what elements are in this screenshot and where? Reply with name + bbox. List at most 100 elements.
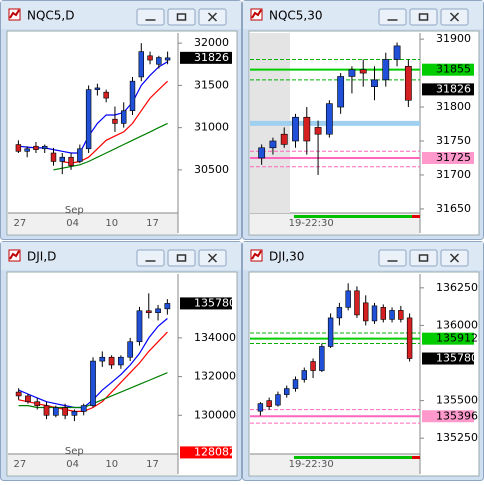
- x-axis-area: [250, 454, 420, 475]
- minimize-button[interactable]: [378, 8, 407, 26]
- x-tick-label: 10: [105, 218, 118, 229]
- window-icon-mark: [9, 250, 20, 260]
- candle-body: [52, 407, 59, 416]
- y-tick-label: 31500: [194, 78, 229, 91]
- candle-body: [258, 147, 266, 159]
- candle-body: [94, 87, 101, 90]
- minimize-button[interactable]: [136, 8, 165, 26]
- chart-window: DJI,D 130000 132000 134000 27 Sep 04 10 17 135780…: [0, 241, 242, 481]
- minimize-button[interactable]: [136, 249, 165, 267]
- window-title: NQC5,30: [269, 9, 323, 23]
- restore-button-glyph: [418, 13, 429, 21]
- candle-body: [371, 79, 378, 87]
- candle-body: [129, 80, 136, 112]
- y-tick-label: 30500: [194, 163, 229, 176]
- candle-body: [303, 116, 311, 142]
- y-tick-label: 31800: [436, 100, 471, 113]
- x-axis-area: [8, 213, 178, 234]
- window-title: NQC5,D: [27, 9, 75, 23]
- candle-body: [164, 57, 171, 61]
- window-title: DJI,D: [27, 250, 56, 264]
- candle-body: [15, 391, 22, 397]
- restore-button[interactable]: [167, 8, 196, 26]
- candle-body: [363, 302, 369, 322]
- window-title: DJI,30: [269, 250, 304, 264]
- price-tag: [180, 51, 232, 64]
- candle-body: [155, 308, 161, 314]
- restore-button[interactable]: [409, 249, 438, 267]
- candle-body: [138, 51, 144, 78]
- candle-body: [406, 317, 413, 359]
- candle-body: [33, 145, 39, 150]
- session-bar: [294, 215, 412, 218]
- price-tag: [422, 63, 474, 76]
- session-bar-end: [412, 215, 420, 218]
- price-tag: [180, 446, 232, 459]
- candle-body: [164, 303, 171, 310]
- candle-body: [393, 45, 401, 60]
- restore-button[interactable]: [167, 249, 196, 267]
- candle-body: [85, 89, 92, 150]
- candle-body: [103, 91, 109, 99]
- restore-button[interactable]: [409, 8, 438, 26]
- y-tick-label: 31650: [436, 202, 471, 215]
- y-tick-label: 31700: [436, 168, 471, 181]
- candle-body: [280, 133, 288, 145]
- candle-body: [314, 127, 322, 135]
- candle-body: [62, 407, 68, 416]
- x-tick-label: 17: [146, 218, 159, 229]
- candle-body: [319, 346, 325, 371]
- y-tick-label: 134000: [194, 331, 236, 344]
- price-tag-label: 128082: [194, 445, 236, 458]
- window-icon-mark: [251, 250, 262, 260]
- candle-body: [327, 317, 334, 347]
- candle-body: [266, 400, 272, 407]
- y-tick-label: 31000: [194, 121, 229, 134]
- chart-window: NQC5,30 31650 31700 31750 31800 31900 19-22:30…: [242, 0, 484, 240]
- y-tick-label: 136250: [436, 281, 478, 294]
- price-tag-label: 135396: [436, 409, 478, 422]
- candle-body: [71, 411, 78, 416]
- price-tag-label: 31826: [194, 51, 229, 64]
- candle-body: [398, 310, 404, 320]
- close-button-glyph: [449, 253, 460, 263]
- window-icon-mark: [9, 9, 20, 19]
- restore-button-glyph: [418, 254, 429, 262]
- moving-average-line: [53, 122, 168, 171]
- chart-window: NQC5,D 30500 31000 31500 32000 27 Sep 04 10 17 318…: [0, 0, 242, 240]
- candle-body: [382, 59, 390, 81]
- candle-body: [136, 310, 143, 343]
- price-tag-label: 135780: [436, 352, 478, 365]
- minimize-button[interactable]: [378, 249, 407, 267]
- chart-window: DJI,30 135250 135500 136000 136250 19-22:30 13…: [242, 241, 484, 481]
- x-axis-area: [8, 454, 178, 475]
- candle-body: [43, 405, 50, 416]
- close-button-glyph: [449, 12, 460, 22]
- close-button-glyph: [207, 253, 218, 263]
- price-tag-label: 135912: [436, 332, 478, 345]
- candle-body: [77, 148, 83, 162]
- session-bar-end: [412, 456, 420, 459]
- candle-body: [156, 57, 162, 65]
- candle-body: [99, 356, 106, 362]
- price-tag-label: 31826: [436, 82, 471, 95]
- candle-body: [25, 395, 31, 403]
- price-tag-label: 135780: [194, 296, 236, 309]
- x-axis-area: [250, 213, 420, 234]
- candle-body: [389, 310, 395, 320]
- x-tick-label: 27: [14, 459, 27, 470]
- candle-body: [292, 379, 299, 389]
- candle-body: [359, 69, 367, 74]
- candle-body: [301, 370, 307, 380]
- candle-body: [269, 140, 277, 149]
- candle-body: [354, 290, 360, 316]
- x-tick-label: 10: [105, 459, 118, 470]
- candle-body: [68, 156, 74, 166]
- y-tick-label: 135500: [436, 394, 478, 407]
- candle-body: [112, 118, 118, 124]
- candle-body: [371, 305, 378, 322]
- x-tick-label: 04: [66, 459, 79, 470]
- price-tag-label: 31855: [436, 63, 471, 76]
- price-tag: [422, 352, 474, 365]
